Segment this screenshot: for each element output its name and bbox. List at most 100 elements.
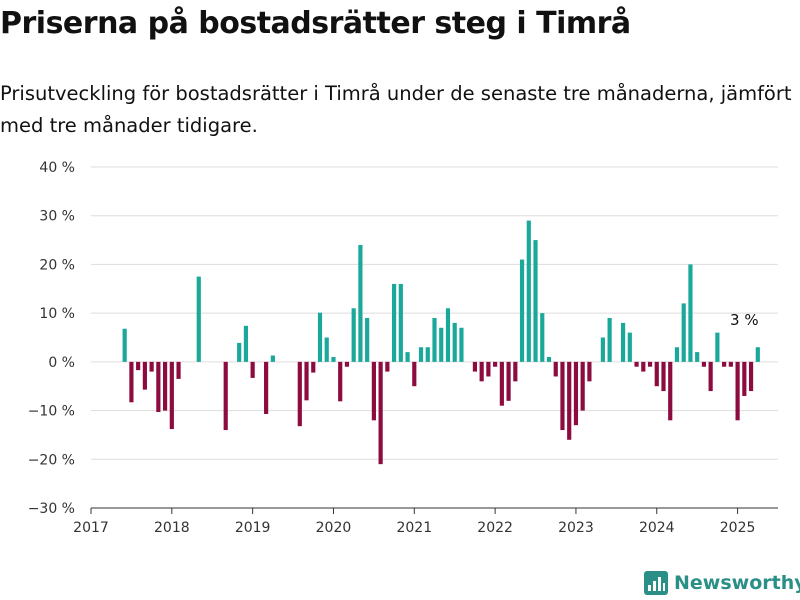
bar xyxy=(405,352,410,362)
bar xyxy=(641,361,646,372)
bar xyxy=(567,361,572,440)
y-tick-label: 10 % xyxy=(39,306,75,322)
bar xyxy=(674,347,680,362)
bar xyxy=(735,361,740,421)
bar xyxy=(452,322,457,362)
bar xyxy=(742,361,747,396)
bar xyxy=(627,332,632,362)
x-tick-label: 2024 xyxy=(639,520,675,536)
bar xyxy=(513,361,518,382)
bar xyxy=(398,283,403,362)
page-title: Priserna på bostadsrätter steg i Timrå xyxy=(0,6,631,41)
bar xyxy=(432,318,437,362)
x-tick-label: 2020 xyxy=(316,520,352,536)
bar xyxy=(250,361,255,378)
bar xyxy=(418,347,424,362)
annotations: 3 % xyxy=(730,311,759,329)
bar xyxy=(344,361,350,367)
x-tick-label: 2018 xyxy=(154,520,190,536)
bar xyxy=(459,327,464,362)
bar xyxy=(493,361,498,367)
bar xyxy=(317,312,323,362)
bar xyxy=(270,355,275,362)
bar xyxy=(472,361,477,372)
y-tick-label: 20 % xyxy=(39,257,75,273)
bar xyxy=(647,361,653,367)
bar xyxy=(311,361,316,373)
bar xyxy=(580,361,585,411)
bar xyxy=(701,361,706,367)
bar xyxy=(506,361,511,401)
page-subtitle: Prisutveckling för bostadsrätter i Timrå… xyxy=(0,82,792,137)
value-annotation: 3 % xyxy=(730,311,759,329)
bar xyxy=(621,322,626,362)
bar xyxy=(634,361,639,367)
bar xyxy=(169,361,174,430)
bar xyxy=(560,361,565,431)
newsworthy-logo: Newsworthy xyxy=(644,568,800,598)
bar xyxy=(163,361,168,411)
bar xyxy=(668,361,673,421)
bar xyxy=(540,313,545,362)
bar xyxy=(324,337,329,362)
x-tick-label: 2022 xyxy=(477,520,513,536)
y-tick-labels: −30 % −20 % −10 % 0 % 10 % 20 % 30 % 40 % xyxy=(28,160,75,517)
brand-name: Newsworthy xyxy=(674,572,800,594)
y-tick-label: −30 % xyxy=(28,501,75,517)
bar xyxy=(176,361,181,379)
x-tick-label: 2019 xyxy=(235,520,271,536)
bar xyxy=(142,361,147,390)
bar xyxy=(587,361,592,382)
bar xyxy=(526,220,531,362)
x-tick-label: 2023 xyxy=(558,520,594,536)
bar xyxy=(351,308,356,362)
bar xyxy=(136,361,141,371)
y-tick-label: −10 % xyxy=(28,404,75,420)
bar xyxy=(297,361,302,427)
bar xyxy=(223,361,228,431)
bar xyxy=(439,327,444,362)
y-tick-label: 40 % xyxy=(39,160,75,176)
bar xyxy=(196,276,201,362)
bar xyxy=(728,361,733,367)
bar xyxy=(681,303,686,362)
bar xyxy=(425,347,430,362)
bar xyxy=(533,240,538,362)
bar xyxy=(755,347,760,362)
x-tick-label: 2025 xyxy=(720,520,756,536)
y-tick-label: −20 % xyxy=(28,452,75,468)
bar xyxy=(304,361,309,401)
bar xyxy=(385,361,390,372)
bar xyxy=(237,342,242,362)
bar xyxy=(392,283,397,362)
bar xyxy=(722,361,727,367)
x-tick-labels: 2017 2018 2019 2020 2021 2022 2023 2024 2025 xyxy=(73,520,755,536)
grid-lines xyxy=(91,166,778,460)
bar xyxy=(600,337,605,362)
bar xyxy=(486,361,491,377)
bar xyxy=(607,318,612,362)
bar xyxy=(264,361,269,414)
bar xyxy=(149,361,154,372)
bar xyxy=(378,361,383,465)
bar xyxy=(715,332,720,362)
y-tick-label: 0 % xyxy=(48,355,75,371)
axes xyxy=(90,507,778,514)
bar xyxy=(499,361,504,406)
bar xyxy=(479,361,484,382)
bar xyxy=(243,325,248,362)
bar xyxy=(519,259,525,362)
bar xyxy=(695,352,700,362)
bar-chart-logo-icon xyxy=(644,571,668,595)
bar xyxy=(748,361,754,392)
y-tick-label: 30 % xyxy=(39,209,75,225)
bar xyxy=(365,318,370,362)
bar xyxy=(412,361,417,387)
bar xyxy=(371,361,376,421)
bar xyxy=(129,361,134,403)
x-tick-label: 2017 xyxy=(73,520,109,536)
bars xyxy=(122,220,760,465)
bar xyxy=(708,361,713,392)
